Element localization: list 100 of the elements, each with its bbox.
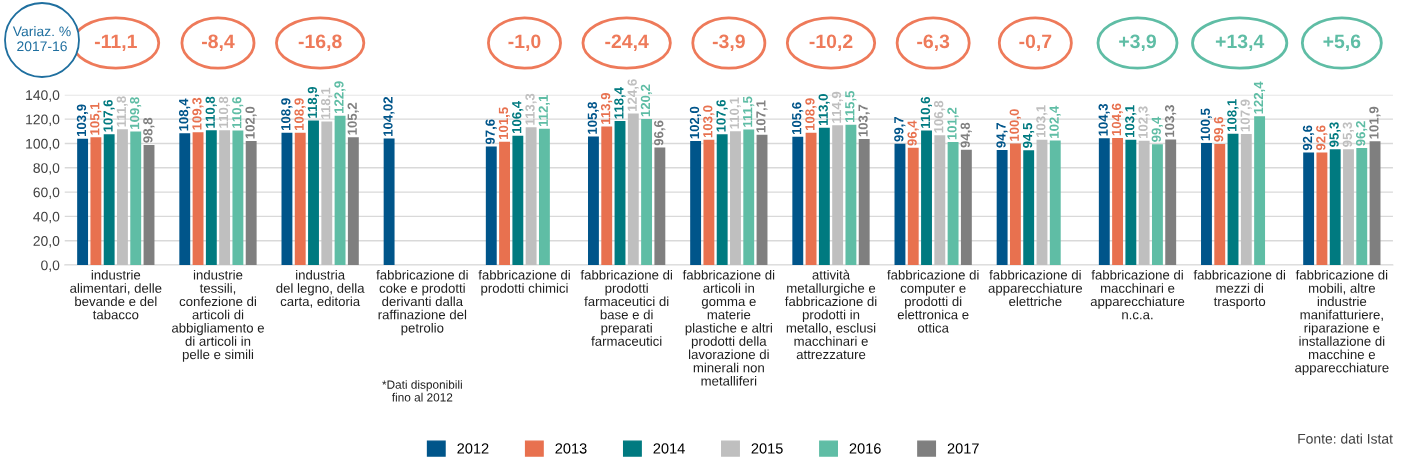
data-label: 107,9 [1240,99,1252,132]
bar [921,130,932,266]
bar [499,141,511,266]
y-tick-label: 0,0 [41,260,60,272]
bar [321,121,333,266]
bar [805,132,817,266]
data-label: 118,9 [307,86,319,118]
bar [845,124,857,266]
bar [934,135,946,266]
data-label: 108,9 [281,98,293,131]
y-tick-label: 40,0 [33,211,60,224]
bar [703,139,715,266]
bar [690,141,702,266]
text: +5,6 [1323,34,1361,52]
text: -10,2 [809,34,853,52]
bar [347,137,359,266]
bar [1254,116,1266,266]
x-tick-label: fabbricazione di macchinari e apparecchiature n.c.a. [1090,269,1185,320]
bar [308,120,319,266]
data-label: 104,02 [383,96,395,136]
data-label: 114,9 [831,91,844,123]
bar [130,131,142,266]
bar [730,131,741,266]
text: -1,0 [508,34,541,52]
data-label: 108,1 [1227,99,1239,131]
data-label: 95,3 [1342,122,1354,147]
source-note: Fonte: dati Istat [1298,433,1393,444]
text: *Dati disponibili fino al 2012 [382,380,462,402]
x-tick-label: fabbricazione di apparecchiature elettriche [988,269,1083,307]
x-tick-label: fabbricazione di mezzi di trasporto [1193,269,1285,309]
data-label: 101,2 [947,107,959,140]
bar [858,138,870,266]
bar [947,142,959,266]
data-label: 110,1 [729,97,741,129]
legend-label: 2012 [457,443,489,454]
data-label: 108,9 [805,98,817,131]
legend-label: 2017 [947,443,979,454]
data-label: 101,5 [498,107,511,140]
bar [1303,152,1315,266]
bar [907,147,919,266]
data-label: 110,6 [920,96,932,128]
data-label: 94,7 [996,123,1008,148]
text: -11,1 [94,34,137,52]
bar [1227,133,1239,266]
data-label: 102,0 [689,106,702,139]
data-label: 109,3 [192,97,204,130]
bar [383,138,395,266]
data-label: 96,4 [907,120,919,146]
bar [1329,149,1341,266]
bar [1343,149,1354,266]
bar [627,113,639,266]
data-label: 105,1 [90,102,102,135]
legend-label: 2014 [653,443,685,454]
bar [1009,143,1021,266]
bar [1151,144,1163,266]
x-tick-label: industrie alimentari, delle bevande e del tabacco [70,269,162,320]
y-tick-label: 80,0 [33,163,60,175]
bar [1098,138,1110,266]
bar [614,121,626,266]
data-label: 120,2 [640,84,653,117]
data-label: 105,8 [587,102,599,134]
bar [588,136,599,266]
data-label: 118,4 [614,87,626,119]
bar [1112,137,1124,266]
data-label: 98,8 [143,117,155,143]
text: -16,8 [298,34,342,52]
text: -0,7 [1019,34,1052,52]
bar [654,147,666,266]
data-label: 92,6 [1302,125,1315,151]
data-label: 111,8 [116,96,128,127]
data-label: 108,4 [178,98,191,131]
legend-label: 2016 [849,443,881,454]
x-tick-label: attività metallurgiche e fabbricazione di prodotti in metallo, esclusi macchinari e attrezzature [784,269,877,360]
bar [192,132,204,266]
data-label: 103,0 [703,105,715,138]
bar [232,130,244,266]
x-tick-label: fabbricazione di prodotti chimici [478,269,570,296]
category-label: fabbricazione di articoli in gomma e materie plastiche e altri prodotti della lavorazione di minerali non metalliferi [682,269,775,386]
data-label: 122,4 [1253,81,1266,114]
data-label: 104,3 [1098,103,1110,136]
text: -24,4 [605,34,649,52]
bar [334,115,346,266]
data-label: 110,8 [218,96,231,128]
data-label: 113,9 [600,92,613,124]
data-label: 106,4 [512,100,524,134]
bar [512,135,524,266]
data-label: 122,9 [334,81,346,113]
y-tick-label: 20,0 [33,236,60,248]
data-label: 99,4 [1151,116,1163,142]
text: +3,9 [1119,34,1156,52]
text: -3,9 [712,34,745,52]
x-tick-label: fabbricazione di computer e prodotti di elettronica e ottica [887,269,979,333]
y-tick-label: 120,0 [26,114,60,126]
data-label: 102,4 [1049,105,1061,138]
data-label: 103,9 [76,104,89,137]
bar [1023,150,1035,266]
text: -8,4 [201,34,235,52]
bar [1201,142,1212,266]
bar [90,137,102,266]
data-label: 124,6 [627,79,639,111]
